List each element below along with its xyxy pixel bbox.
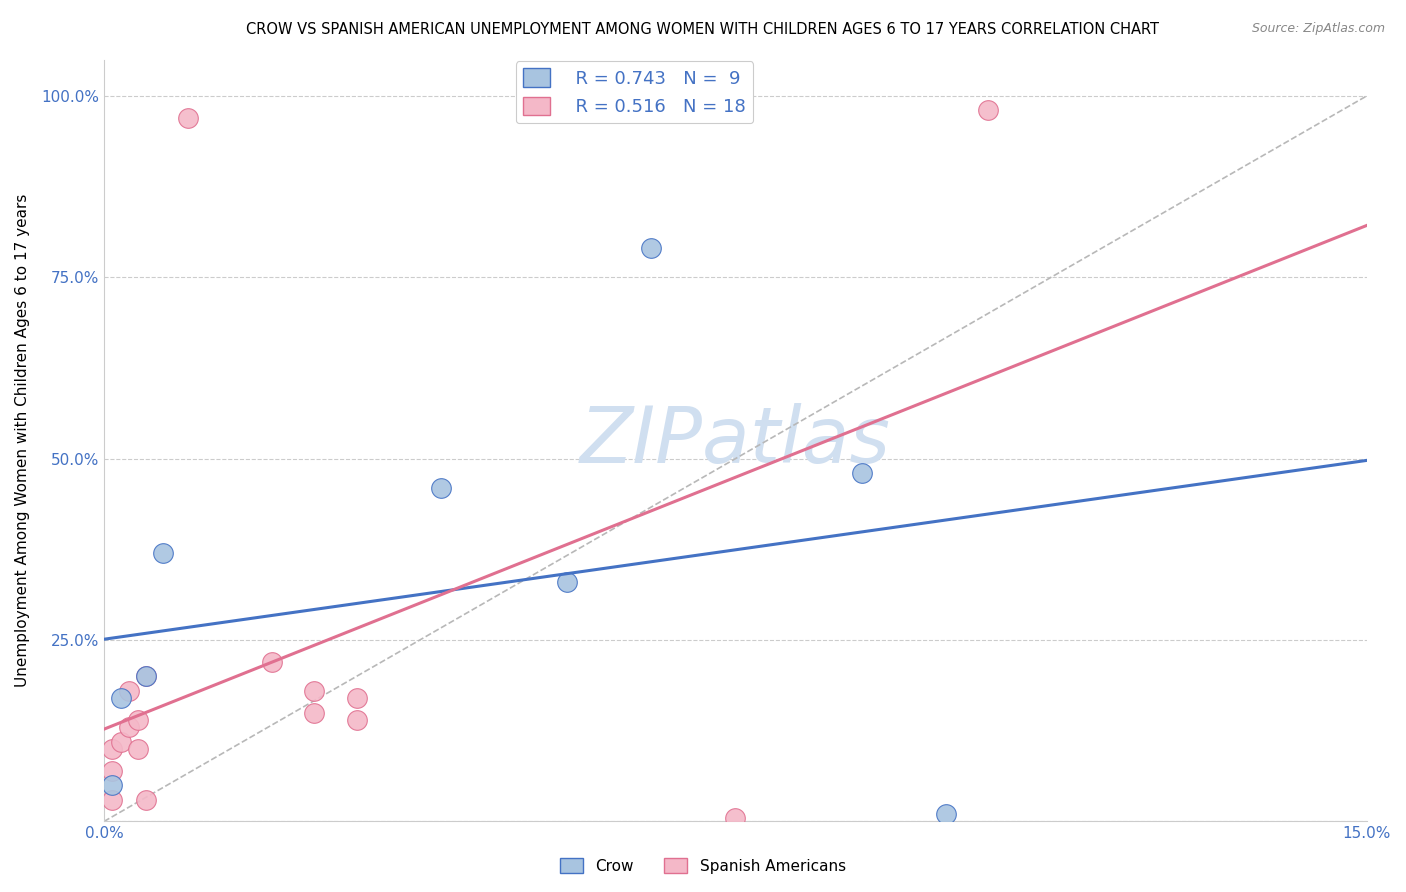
- Point: [101, 793, 124, 807]
- Y-axis label: Unemployment Among Women with Children Ages 6 to 17 years: Unemployment Among Women with Children A…: [15, 194, 30, 687]
- Text: ZIPatlas: ZIPatlas: [579, 402, 891, 478]
- Legend:   R = 0.743   N =  9,   R = 0.516   N = 18: R = 0.743 N = 9, R = 0.516 N = 18: [516, 61, 754, 123]
- Point: [135, 669, 157, 683]
- Point: [118, 684, 141, 698]
- Text: Source: ZipAtlas.com: Source: ZipAtlas.com: [1251, 22, 1385, 36]
- Point: [304, 684, 326, 698]
- Point: [101, 742, 124, 756]
- Point: [101, 764, 124, 778]
- Point: [555, 574, 578, 589]
- Point: [346, 691, 368, 706]
- Text: CROW VS SPANISH AMERICAN UNEMPLOYMENT AMONG WOMEN WITH CHILDREN AGES 6 TO 17 YEA: CROW VS SPANISH AMERICAN UNEMPLOYMENT AM…: [246, 22, 1160, 37]
- Point: [935, 807, 957, 822]
- Point: [152, 546, 174, 560]
- Point: [135, 793, 157, 807]
- Legend: Crow, Spanish Americans: Crow, Spanish Americans: [554, 852, 852, 880]
- Point: [127, 713, 149, 727]
- Point: [851, 466, 873, 480]
- Point: [640, 241, 662, 255]
- Point: [110, 734, 132, 748]
- Point: [110, 691, 132, 706]
- Point: [262, 655, 284, 669]
- Point: [977, 103, 1000, 118]
- Point: [177, 111, 200, 125]
- Point: [135, 669, 157, 683]
- Point: [101, 778, 124, 792]
- Point: [127, 742, 149, 756]
- Point: [429, 481, 451, 495]
- Point: [346, 713, 368, 727]
- Point: [118, 720, 141, 734]
- Point: [304, 706, 326, 720]
- Point: [724, 811, 747, 825]
